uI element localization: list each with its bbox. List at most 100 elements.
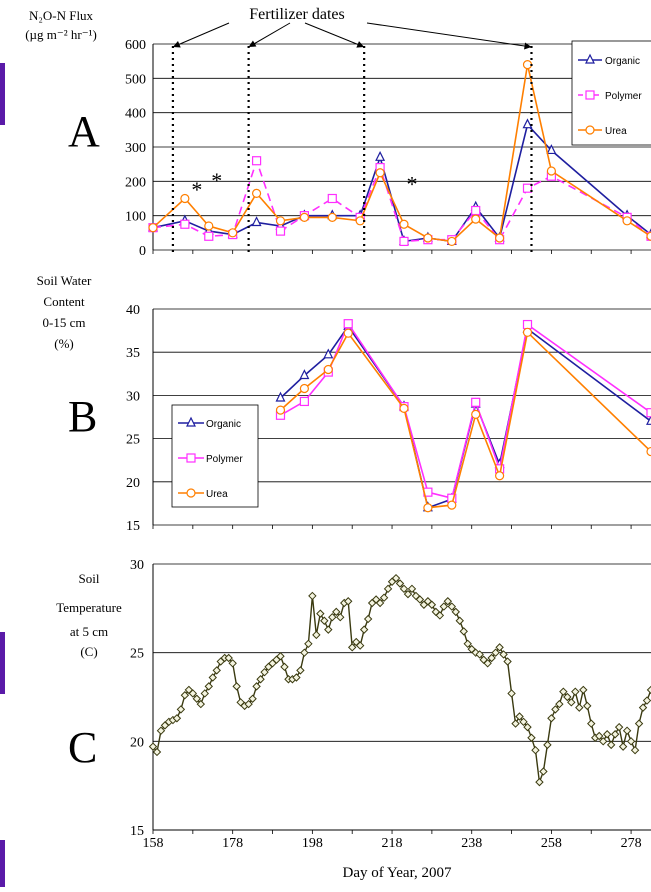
data-point-urea [300, 213, 308, 221]
data-point-temp [584, 702, 591, 709]
data-point-urea [472, 410, 480, 418]
data-point-temp [508, 690, 515, 697]
data-point-temp [313, 631, 320, 638]
asterisk-mark: * [406, 172, 417, 197]
data-point-polymer [400, 237, 408, 245]
y-tick-label: 200 [125, 175, 146, 190]
data-point-temp [512, 720, 519, 727]
data-point-temp [365, 615, 372, 622]
y-tick-label: 30 [126, 389, 140, 404]
series-line-polymer [281, 324, 651, 499]
data-point-temp [632, 747, 639, 754]
data-point-urea [300, 384, 308, 392]
data-point-urea [324, 365, 332, 373]
y-tick-label: 25 [126, 433, 140, 448]
x-axis-label: Day of Year, 2007 [343, 865, 452, 881]
y-axis-label: Temperature [56, 600, 122, 615]
data-point-urea [424, 234, 432, 242]
data-point-temp [209, 674, 216, 681]
data-point-temp [504, 658, 511, 665]
data-point-urea [448, 501, 456, 509]
y-axis-label: 0-15 cm [43, 315, 86, 330]
fertilizer-arrow [305, 23, 364, 47]
data-point-temp [201, 690, 208, 697]
data-point-urea [424, 504, 432, 512]
legend-marker [586, 126, 594, 134]
accent-bar [0, 632, 5, 694]
x-tick-label: 218 [382, 836, 403, 851]
data-point-urea [229, 229, 237, 237]
data-point-organic [523, 120, 531, 128]
data-point-urea [328, 213, 336, 221]
data-point-temp [257, 676, 264, 683]
x-tick-label: 258 [541, 836, 562, 851]
data-point-polymer [523, 321, 531, 329]
data-point-urea [400, 220, 408, 228]
data-point-polymer [300, 397, 308, 405]
data-point-polymer [472, 398, 480, 406]
legend-label: Urea [206, 489, 228, 500]
y-tick-label: 500 [125, 72, 146, 87]
data-point-urea [149, 224, 157, 232]
data-point-temp [177, 706, 184, 713]
data-point-organic [647, 416, 651, 424]
data-point-urea [276, 406, 284, 414]
legend-marker [187, 454, 195, 462]
data-point-temp [253, 683, 260, 690]
data-point-temp [620, 743, 627, 750]
data-point-urea [496, 472, 504, 480]
series-line-temp [153, 578, 651, 782]
data-point-polymer [523, 184, 531, 192]
series-line-urea [281, 332, 651, 507]
y-tick-label: 30 [130, 558, 144, 573]
data-point-polymer [253, 157, 261, 165]
y-tick-label: 20 [126, 476, 140, 491]
y-tick-label: 100 [125, 210, 146, 225]
x-tick-label: 278 [621, 836, 642, 851]
y-axis-label: (µg m⁻² hr⁻¹) [25, 27, 97, 42]
data-point-temp [544, 741, 551, 748]
y-tick-label: 40 [126, 303, 140, 318]
data-point-organic [276, 393, 284, 401]
y-tick-label: 400 [125, 107, 146, 122]
y-axis-label: at 5 cm [70, 624, 108, 639]
legend-label: Organic [206, 419, 241, 430]
fertilizer-dates-label: Fertilizer dates [249, 6, 345, 23]
data-point-urea [647, 232, 651, 240]
data-point-polymer [344, 320, 352, 328]
data-point-temp [572, 688, 579, 695]
legend-label: Organic [605, 56, 640, 67]
data-point-temp [604, 731, 611, 738]
data-point-urea [647, 448, 651, 456]
y-tick-label: 600 [125, 38, 146, 53]
fertilizer-arrow [173, 23, 229, 47]
data-point-organic [376, 152, 384, 160]
fertilizer-arrow [367, 23, 531, 47]
data-point-urea [344, 329, 352, 337]
data-point-polymer [328, 195, 336, 203]
data-point-temp [612, 731, 619, 738]
y-tick-label: 15 [126, 519, 140, 534]
panel-letter-a: A [68, 107, 100, 156]
data-point-temp [636, 720, 643, 727]
panel-letter-b: B [68, 392, 97, 441]
data-point-temp [205, 683, 212, 690]
x-tick-label: 178 [222, 836, 243, 851]
data-point-temp [281, 663, 288, 670]
data-point-urea [356, 217, 364, 225]
data-point-polymer [647, 409, 651, 417]
y-tick-label: 35 [126, 346, 140, 361]
legend-marker [586, 91, 594, 99]
y-tick-label: 300 [125, 141, 146, 156]
data-point-temp [297, 667, 304, 674]
x-tick-label: 238 [461, 836, 482, 851]
data-point-temp [624, 727, 631, 734]
data-point-temp [640, 704, 647, 711]
data-point-polymer [181, 220, 189, 228]
data-point-temp [301, 649, 308, 656]
data-point-polymer [276, 227, 284, 235]
data-point-urea [523, 328, 531, 336]
